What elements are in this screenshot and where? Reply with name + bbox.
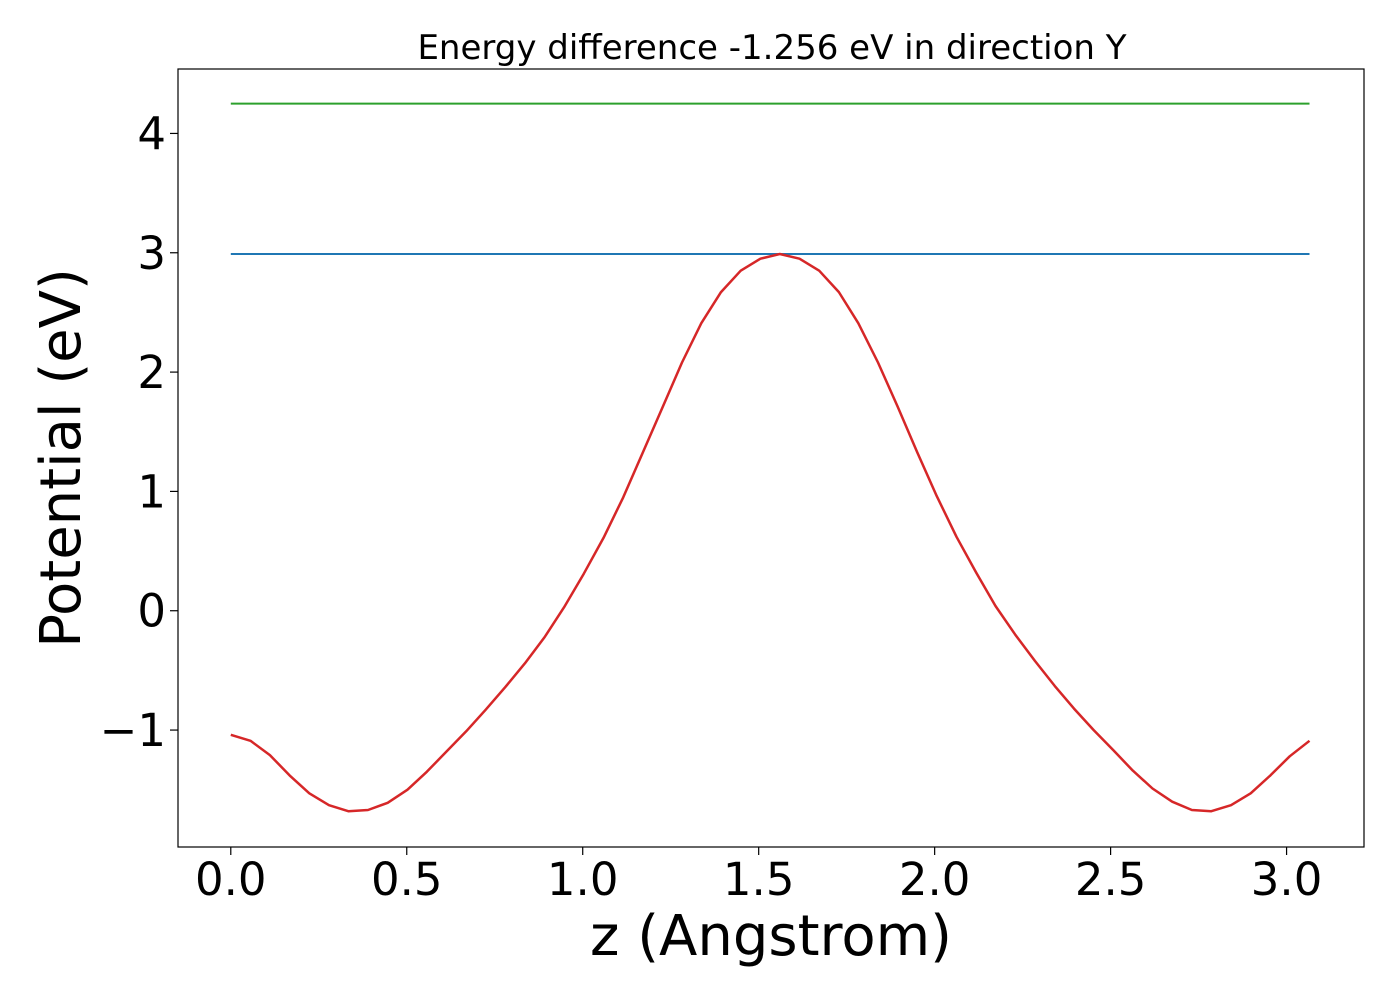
x-tick-label: 0.5 (371, 853, 443, 906)
x-tick-label: 2.0 (899, 853, 971, 906)
series-line-2 (230, 252, 1311, 813)
x-axis-ticks: 0.0 0.5 1.0 1.5 2.0 2.5 3.0 (195, 847, 1322, 906)
x-tick-label: 1.0 (547, 853, 619, 906)
x-tick-label: 0.0 (195, 853, 267, 906)
x-tick-label: 1.5 (723, 853, 795, 906)
y-tick-label: −1 (100, 704, 166, 757)
chart-title: Energy difference -1.256 eV in direction… (417, 28, 1126, 68)
y-tick-label: 2 (137, 346, 166, 399)
series-lines (230, 102, 1311, 813)
x-tick-label: 3.0 (1251, 853, 1323, 906)
y-axis-label: Potential (eV) (29, 268, 94, 648)
x-tick-label: 2.5 (1075, 853, 1147, 906)
y-tick-label: 3 (137, 227, 166, 280)
y-tick-label: 1 (137, 465, 166, 518)
y-axis-ticks: −1 0 1 2 3 4 (100, 107, 178, 757)
y-tick-label: 4 (137, 107, 166, 160)
plot-frame (177, 68, 1365, 848)
y-tick-label: 0 (137, 585, 166, 638)
x-axis-label: z (Angstrom) (590, 904, 952, 969)
